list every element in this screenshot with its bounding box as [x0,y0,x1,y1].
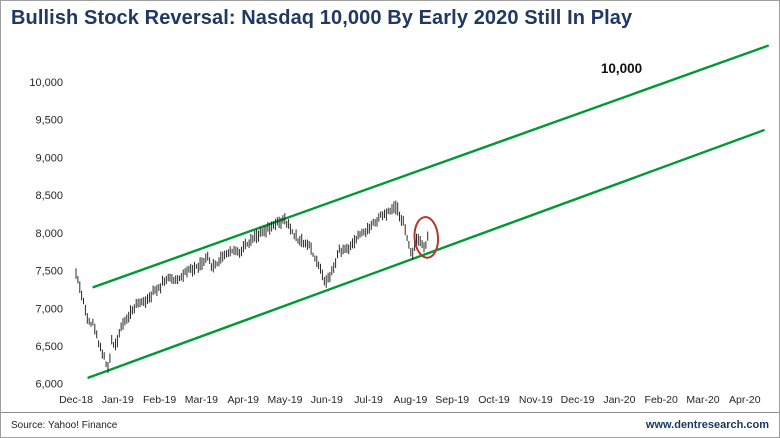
svg-text:Jun-19: Jun-19 [311,394,343,406]
y-axis-labels: 6,000 6,500 7,000 7,500 8,000 8,500 9,000 9,500… [29,77,63,391]
svg-text:Apr-20: Apr-20 [729,394,761,406]
candlestick-series [75,200,429,374]
chart-title: Bullish Stock Reversal: Nasdaq 10,000 By… [11,7,633,29]
svg-text:7,500: 7,500 [35,266,63,278]
svg-text:Jan-19: Jan-19 [102,394,134,406]
svg-text:Jan-20: Jan-20 [603,394,635,406]
svg-text:May-19: May-19 [267,394,302,406]
trend-channel [87,44,769,379]
channel-price-target-label: 10,000 [601,61,642,76]
svg-text:Apr-19: Apr-19 [227,394,259,406]
svg-text:Mar-20: Mar-20 [686,394,719,406]
svg-text:Jul-19: Jul-19 [354,394,383,406]
x-axis-labels: Dec-18 Jan-19 Feb-19 Mar-19 Apr-19 May-19 Jun-… [59,394,761,406]
svg-text:Aug-19: Aug-19 [393,394,427,406]
svg-text:Sep-19: Sep-19 [435,394,469,406]
svg-text:7,000: 7,000 [35,303,63,315]
svg-text:Mar-19: Mar-19 [185,394,218,406]
trend-channel-upper-line [92,44,769,289]
svg-text:Feb-20: Feb-20 [645,394,678,406]
svg-text:Dec-19: Dec-19 [561,394,595,406]
source-label: Source: Yahoo! Finance [11,419,118,431]
svg-text:Oct-19: Oct-19 [478,394,510,406]
svg-text:10,000: 10,000 [29,77,63,89]
svg-text:9,500: 9,500 [35,115,63,127]
svg-text:8,000: 8,000 [35,228,63,240]
svg-text:Feb-19: Feb-19 [143,394,176,406]
footer: Source: Yahoo! Finance www.dentresearch.… [1,412,779,437]
svg-text:Nov-19: Nov-19 [519,394,553,406]
svg-text:Dec-18: Dec-18 [59,394,93,406]
svg-text:6,000: 6,000 [35,379,63,391]
trend-channel-lower-line [87,129,765,379]
svg-text:8,500: 8,500 [35,190,63,202]
svg-text:6,500: 6,500 [35,341,63,353]
website-label[interactable]: www.dentresearch.com [645,419,769,431]
reversal-circle-annotation [413,216,440,259]
svg-text:9,000: 9,000 [35,152,63,164]
